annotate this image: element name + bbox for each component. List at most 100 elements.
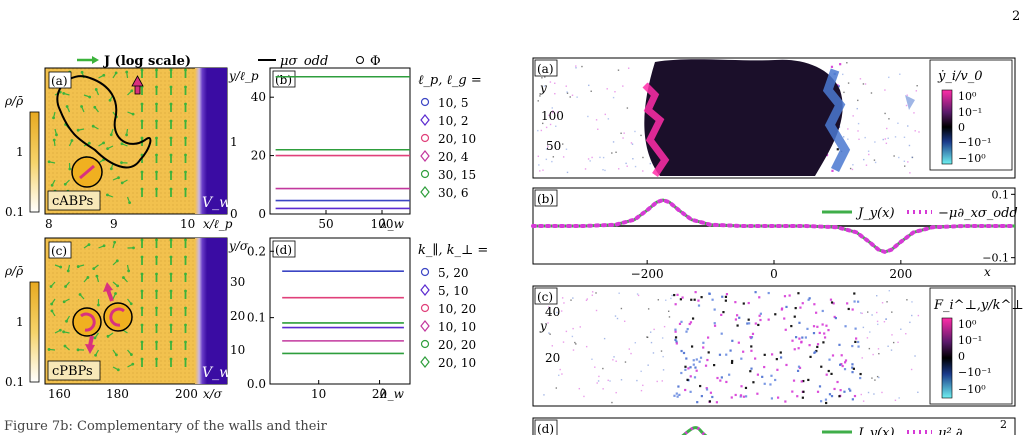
xtick-label-2: 200	[889, 267, 912, 281]
speckle-dot-266	[674, 330, 677, 333]
speckle-dot-463	[560, 310, 563, 312]
speckle-dot-137	[724, 295, 728, 298]
speckle-dot-219	[595, 119, 598, 121]
speckle-dot-376	[537, 100, 539, 102]
speckle-dot-512	[708, 292, 711, 295]
flux-arrowhead-44	[129, 302, 133, 306]
right-c-ytick-20: 20	[545, 351, 560, 365]
legend-marker-0	[420, 267, 430, 277]
panel-c-xtick-0: 160	[48, 387, 71, 401]
speckle-dot-425	[561, 373, 563, 375]
right-d-legend-1: J_y(x)	[855, 426, 895, 435]
flux-arrowhead-26	[92, 267, 96, 271]
flux-arrowhead-76	[184, 119, 187, 123]
speckle-dot-531	[552, 156, 555, 158]
speckle-dot-153	[798, 321, 801, 324]
speckle-dot-121	[746, 322, 749, 325]
flux-arrowhead-33	[113, 240, 117, 244]
speckle-dot-104	[549, 81, 552, 83]
speckle-dot-351	[702, 341, 705, 344]
speckle-dot-511	[571, 335, 574, 338]
flux-arrowhead-15	[63, 182, 67, 186]
right-a-cbar-tick-2: 0	[958, 121, 965, 134]
speckle-dot-334	[881, 391, 883, 394]
speckle-dot-199	[689, 375, 692, 378]
flux-arrowhead-6	[58, 328, 62, 332]
speckle-dot-265	[798, 337, 801, 340]
panel-c: (c) cPBPs V_w 160 180 200 x/σ y/σ 30 20 …	[4, 237, 249, 401]
speckle-dot-57	[699, 384, 702, 388]
speckle-dot-388	[751, 332, 755, 335]
speckle-dot-519	[851, 398, 854, 401]
flux-arrowhead-58	[155, 85, 158, 89]
speckle-dot-502	[797, 365, 801, 368]
right-d-legend-2: μ² ∂	[938, 426, 963, 435]
right-a-blue-patch	[905, 95, 915, 110]
flux-arrowhead-19	[80, 105, 83, 108]
speckle-dot-505	[674, 303, 677, 306]
right-b-xlabel: x	[984, 265, 991, 279]
ytick-label-2: 40	[251, 90, 266, 104]
panel-a-cbar-label: ρ/ρ̄	[4, 94, 23, 108]
flux-arrowhead-49	[140, 68, 144, 72]
speckle-dot-178	[542, 122, 544, 125]
flux-arrowhead-27	[95, 274, 99, 278]
speckle-dot-242	[783, 295, 787, 298]
speckle-dot-92	[750, 367, 753, 370]
flux-arrowhead-60	[155, 119, 158, 123]
speckle-dot-322	[823, 332, 826, 335]
speckle-dot-143	[776, 396, 780, 399]
speckle-dot-83	[864, 83, 867, 85]
panel-c-force-arrow-up	[106, 289, 114, 302]
flux-arrowhead-58	[155, 255, 158, 259]
flux-arrowhead-19	[86, 276, 90, 279]
speckle-dot-234	[744, 395, 748, 398]
speckle-dot-404	[649, 331, 652, 333]
speckle-dot-458	[684, 388, 687, 392]
speckle-dot-69	[715, 401, 719, 404]
legend-label-3: 10, 10	[438, 320, 476, 334]
speckle-dot-165	[878, 376, 880, 379]
speckle-dot-84	[825, 324, 828, 327]
speckle-dot-31	[724, 299, 727, 302]
speckle-dot-424	[839, 389, 842, 392]
flux-arrowhead-7	[50, 183, 54, 187]
speckle-dot-179	[617, 69, 620, 71]
speckle-dot-31	[565, 148, 568, 150]
flux-arrowhead-39	[117, 176, 120, 180]
speckle-dot-398	[694, 366, 697, 369]
speckle-dot-355	[825, 373, 828, 376]
speckle-dot-421	[595, 309, 598, 312]
speckle-dot-319	[843, 91, 845, 94]
right-c-cbar-tick-2: 0	[958, 350, 965, 363]
speckle-dot-352	[640, 370, 642, 373]
speckle-dot-267	[775, 358, 778, 361]
flux-arrowhead-31	[94, 353, 97, 357]
speckle-dot-445	[707, 351, 710, 354]
flux-arrowhead-74	[184, 85, 187, 89]
speckle-dot-147	[689, 366, 692, 369]
speckle-dot-102	[757, 323, 760, 327]
speckle-dot-479	[791, 339, 794, 342]
speckle-dot-56	[836, 380, 839, 384]
speckle-dot-151	[569, 96, 571, 98]
flux-arrowhead-48	[131, 362, 135, 366]
speckle-dot-292	[671, 294, 673, 297]
right-c-cbar-tick-1: 10⁻¹	[958, 334, 982, 347]
speckle-dot-95	[561, 143, 564, 145]
flux-arrowhead-5	[50, 309, 54, 313]
speckle-dot-50	[662, 355, 664, 358]
speckle-dot-420	[846, 302, 849, 305]
speckle-dot-111	[636, 379, 638, 382]
speckle-dot-127	[843, 368, 847, 371]
speckle-dot-477	[886, 127, 888, 130]
flux-arrowhead-64	[155, 187, 158, 191]
speckle-dot-247	[551, 111, 554, 114]
speckle-dot-171	[918, 131, 920, 133]
speckle-dot-519	[537, 129, 539, 132]
speckle-dot-105	[632, 158, 634, 160]
flux-arrowhead-28	[91, 124, 95, 128]
panel-a-tag: cABPs	[52, 194, 93, 209]
flux-arrowhead-65	[169, 238, 173, 242]
speckle-dot-220	[833, 315, 836, 319]
